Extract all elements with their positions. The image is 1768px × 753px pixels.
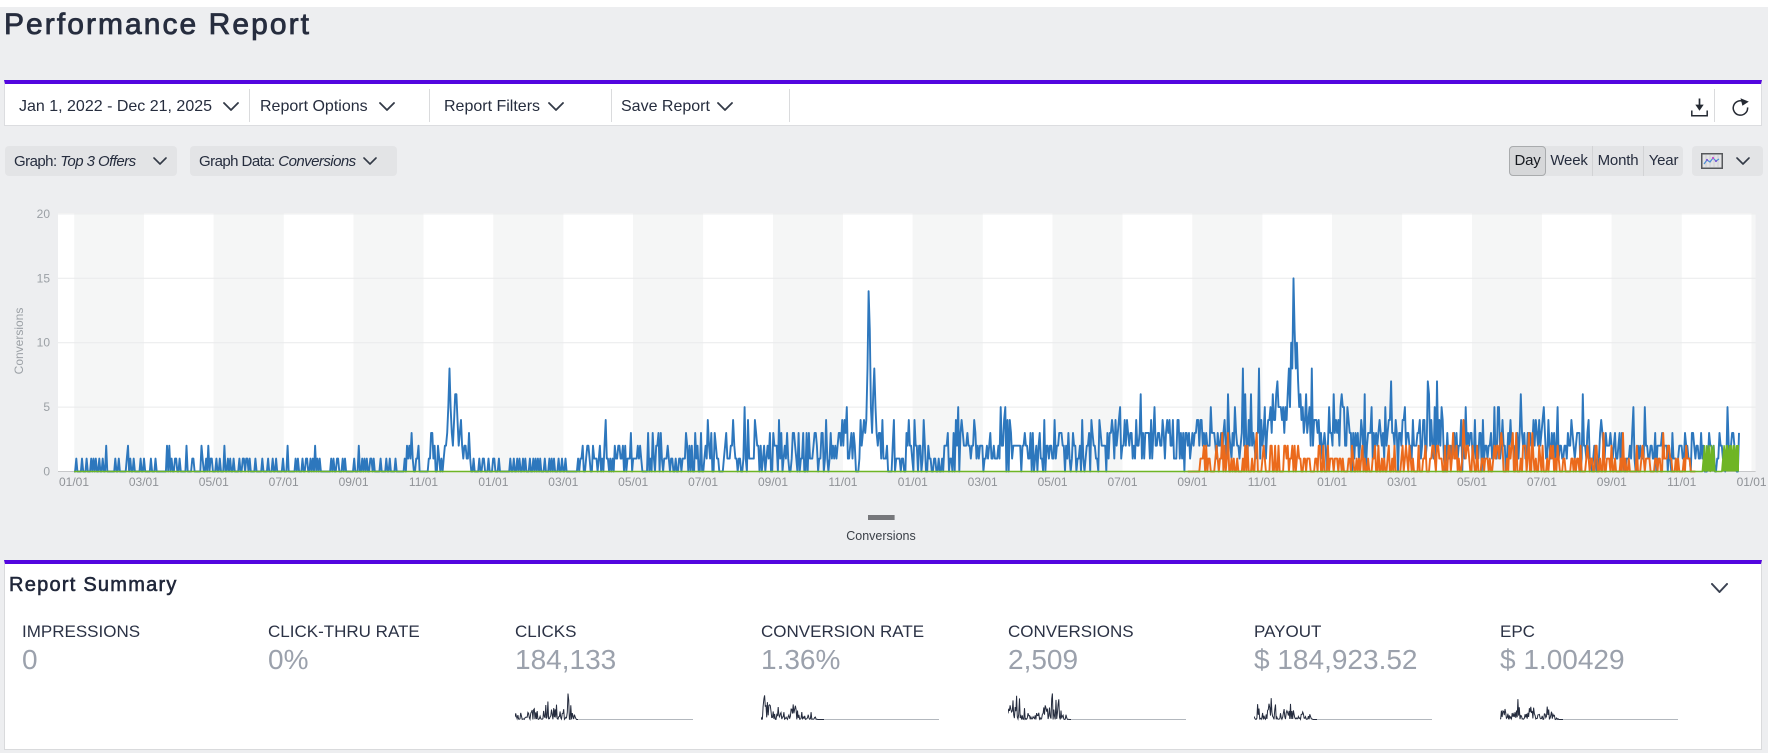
svg-text:09/01: 09/01 (1177, 475, 1207, 489)
svg-text:07/01: 07/01 (269, 475, 299, 489)
svg-text:01/01: 01/01 (898, 475, 928, 489)
svg-text:10: 10 (37, 336, 51, 350)
svg-text:11/01: 11/01 (828, 475, 857, 489)
svg-text:Conversions: Conversions (846, 529, 915, 543)
svg-text:09/01: 09/01 (1597, 475, 1627, 489)
svg-text:11/01: 11/01 (409, 475, 438, 489)
svg-text:01/01: 01/01 (1317, 475, 1347, 489)
svg-text:09/01: 09/01 (339, 475, 369, 489)
svg-text:03/01: 03/01 (129, 475, 159, 489)
svg-text:20: 20 (37, 207, 51, 221)
svg-text:03/01: 03/01 (1387, 475, 1417, 489)
svg-text:15: 15 (37, 271, 51, 285)
svg-text:07/01: 07/01 (688, 475, 718, 489)
svg-text:09/01: 09/01 (758, 475, 788, 489)
svg-text:07/01: 07/01 (1107, 475, 1137, 489)
svg-text:01/01: 01/01 (59, 475, 89, 489)
svg-text:03/01: 03/01 (968, 475, 998, 489)
svg-text:01/01: 01/01 (478, 475, 508, 489)
svg-text:Conversions: Conversions (12, 308, 26, 375)
svg-text:03/01: 03/01 (548, 475, 578, 489)
svg-text:11/01: 11/01 (1667, 475, 1696, 489)
svg-text:05/01: 05/01 (618, 475, 648, 489)
svg-text:5: 5 (43, 400, 50, 414)
svg-text:05/01: 05/01 (199, 475, 229, 489)
svg-text:01/01: 01/01 (1737, 475, 1767, 489)
svg-text:05/01: 05/01 (1457, 475, 1487, 489)
svg-text:11/01: 11/01 (1248, 475, 1277, 489)
svg-text:05/01: 05/01 (1038, 475, 1068, 489)
svg-text:07/01: 07/01 (1527, 475, 1557, 489)
svg-text:0: 0 (43, 465, 50, 479)
